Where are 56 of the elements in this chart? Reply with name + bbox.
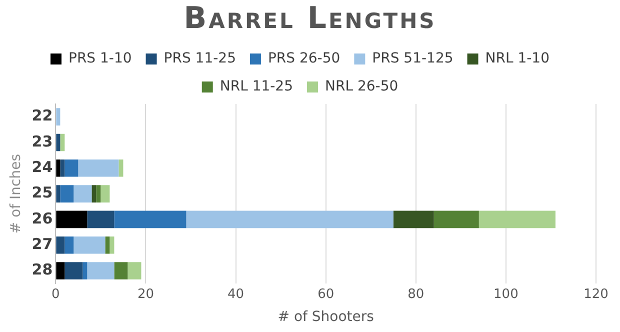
bar [60, 159, 65, 177]
bar [56, 108, 60, 126]
x-tick-label: 80 [408, 286, 424, 302]
bar [100, 185, 110, 202]
bar [92, 185, 96, 202]
bar [87, 210, 114, 228]
legend-label: NRL 26-50 [325, 78, 398, 95]
y-tick-label: 28 [32, 260, 53, 279]
bar [64, 159, 78, 177]
bar [82, 262, 88, 280]
bar [60, 134, 65, 152]
y-tick-label: 23 [32, 132, 53, 150]
x-tick-label: 40 [228, 286, 244, 302]
bar [128, 262, 142, 280]
bar [393, 210, 434, 228]
bar [56, 262, 65, 280]
bar [110, 236, 114, 254]
x-tick-label: 60 [318, 286, 334, 302]
bar [56, 236, 65, 254]
legend-label: PRS 1-10 [68, 50, 132, 67]
legend-label: PRS 51-125 [372, 50, 454, 67]
bar [74, 236, 106, 254]
x-tick-label: 0 [52, 286, 60, 302]
bar [96, 185, 101, 202]
bar [114, 262, 128, 280]
chart-title: Barrel Lengths [182, 0, 438, 38]
bar [118, 159, 124, 177]
bar [434, 210, 479, 228]
bar [64, 236, 74, 254]
bar [87, 262, 114, 280]
bar [56, 210, 88, 228]
legend-label: NRL 11-25 [220, 78, 294, 95]
y-tick-label: 27 [32, 235, 53, 254]
bar [186, 210, 394, 228]
bar [60, 185, 74, 202]
bar [56, 185, 60, 202]
x-tick-label: 120 [584, 286, 608, 302]
x-axis-title: # of Shooters [278, 309, 374, 326]
y-axis-title: # of Inches [8, 154, 24, 234]
legend-label: NRL 1-10 [485, 50, 550, 67]
bar [478, 210, 556, 228]
bar [105, 236, 110, 254]
bar [56, 134, 60, 152]
bar [56, 159, 60, 177]
legend-label: PRS 11-25 [164, 50, 236, 67]
bar [78, 159, 119, 177]
y-tick-label: 24 [32, 158, 53, 176]
y-tick-label: 26 [32, 209, 53, 228]
y-tick-label: 22 [32, 106, 53, 125]
y-tick-label: 25 [32, 184, 53, 202]
legend-label: PRS 26-50 [268, 50, 340, 67]
x-tick-label: 100 [494, 286, 518, 302]
bar [74, 185, 92, 202]
bar [114, 210, 186, 228]
x-tick-label: 20 [137, 286, 154, 302]
bar [64, 262, 83, 280]
